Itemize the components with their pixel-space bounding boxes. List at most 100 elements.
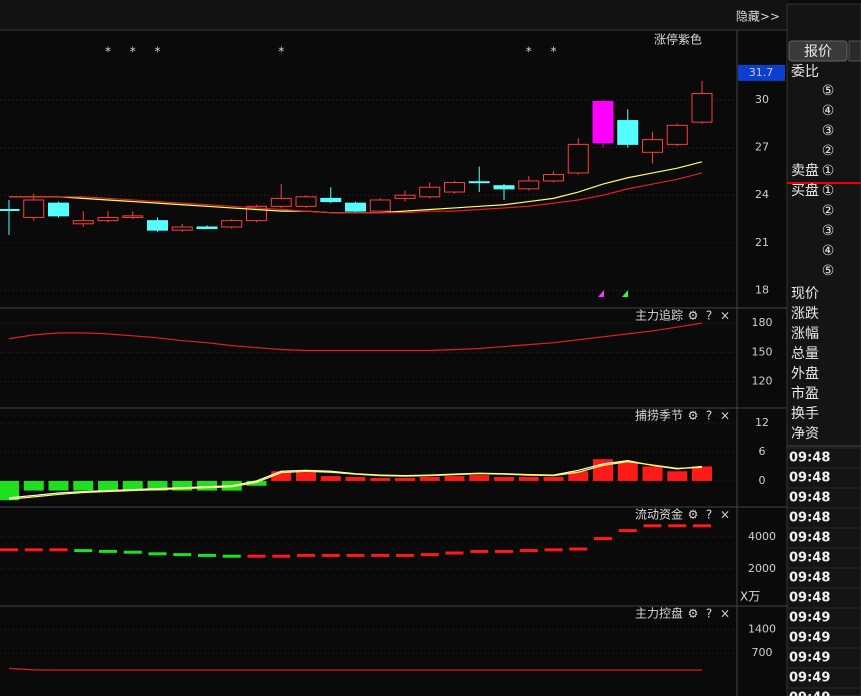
candle-body <box>23 199 45 218</box>
flow-dash <box>297 553 315 557</box>
y-tick-label: 21 <box>755 236 769 249</box>
trade-time: 09:48 <box>789 591 830 606</box>
flow-dash <box>272 554 291 558</box>
panel-control[interactable]: × <box>720 409 730 423</box>
quote-field: 现价 <box>791 286 819 302</box>
bar <box>23 480 44 491</box>
flow-dash <box>495 549 513 553</box>
hide-button[interactable]: 隐藏>> <box>736 10 780 24</box>
trade-time: 09:48 <box>789 491 830 506</box>
flow-dash <box>173 553 192 557</box>
flow-dash <box>396 553 414 557</box>
trade-time: 09:49 <box>789 691 830 696</box>
bar <box>543 477 564 481</box>
panel-control[interactable]: ⚙ <box>688 607 699 621</box>
flow-dash <box>470 549 489 553</box>
flow-dash <box>544 548 563 552</box>
y-tick-label: 180 <box>752 316 773 329</box>
sell-level: ① <box>822 163 835 179</box>
panel-title: 主力追踪 <box>635 308 683 323</box>
panel-control[interactable]: ? <box>706 409 712 423</box>
limit-star: * <box>155 45 161 59</box>
bar <box>271 471 292 481</box>
flow-dash <box>0 548 18 552</box>
bar <box>692 466 712 481</box>
quote-field: 市盈 <box>791 385 819 402</box>
flow-dash <box>668 524 687 528</box>
buy-level: ③ <box>822 223 835 239</box>
panel-title: 流动资金 <box>635 507 683 522</box>
flow-dash <box>594 537 612 541</box>
quote-tab[interactable] <box>788 40 848 62</box>
quote-field: 总量 <box>791 346 819 362</box>
y-tick-label: 30 <box>755 93 769 106</box>
limit-star: * <box>551 45 557 59</box>
panel-control[interactable]: ? <box>706 309 712 323</box>
quote-field: 外盘 <box>791 365 819 382</box>
panel-control[interactable]: × <box>720 309 730 323</box>
limit-star: * <box>105 45 111 59</box>
y-tick-label: 27 <box>755 141 769 154</box>
flow-dash <box>123 550 142 554</box>
bar <box>172 480 193 491</box>
bar <box>419 477 440 481</box>
bar <box>48 480 69 491</box>
trade-time: 09:48 <box>789 471 830 486</box>
y-tick-label: 4000 <box>748 530 776 543</box>
bar <box>518 477 539 481</box>
sell-label: 卖盘 <box>791 162 819 179</box>
panel-control[interactable]: × <box>720 607 730 621</box>
panel-control[interactable]: ? <box>706 508 712 522</box>
limit-star: * <box>130 45 136 59</box>
indicator-line <box>8 667 702 671</box>
panel-control[interactable]: ⚙ <box>688 409 699 423</box>
sell-level: ② <box>822 143 835 159</box>
y-tick-label: 0 <box>759 474 766 487</box>
bar <box>444 476 465 481</box>
trade-time: 09:48 <box>789 511 830 526</box>
candle-body <box>468 181 490 184</box>
indicator-line <box>8 322 703 352</box>
bar <box>395 478 415 481</box>
candle-body <box>122 215 144 218</box>
panel-control[interactable]: ⚙ <box>688 309 699 323</box>
panel-control[interactable]: ? <box>706 607 712 621</box>
y-tick-label: 24 <box>755 188 769 201</box>
quote-field: 净资 <box>791 426 819 442</box>
flow-dash <box>247 554 266 558</box>
buy-level: ① <box>822 183 835 199</box>
flow-dash <box>693 524 711 528</box>
candle-body <box>444 182 465 193</box>
trade-time: 09:48 <box>789 551 830 566</box>
bar <box>617 461 638 481</box>
candle-body <box>221 220 243 228</box>
bar <box>568 471 589 481</box>
flow-dash <box>519 549 538 553</box>
flow-dash <box>148 552 167 556</box>
flow-dash <box>569 547 588 551</box>
trade-time: 09:48 <box>789 531 830 546</box>
candle-body <box>369 199 391 212</box>
bar <box>197 480 217 491</box>
panel-control[interactable]: ⚙ <box>688 508 699 522</box>
candle-body <box>493 185 515 190</box>
flow-dash <box>618 529 637 533</box>
y-tick-label: 18 <box>755 284 769 297</box>
bar <box>98 480 118 491</box>
flow-dash <box>74 549 93 553</box>
trade-time: 09:49 <box>789 651 830 666</box>
panel-control[interactable]: × <box>720 508 730 522</box>
y-tick-label: 1400 <box>748 623 776 636</box>
flow-dash <box>643 524 662 528</box>
buy-label: 买盘 <box>791 182 819 199</box>
y-tick-label: 6 <box>759 445 766 458</box>
bar <box>370 478 391 481</box>
indicator-line <box>8 460 703 500</box>
candle-body <box>0 209 20 212</box>
trade-time: 09:49 <box>789 631 830 646</box>
bar <box>122 480 143 491</box>
quote-tab-label[interactable]: 报价 <box>804 44 832 60</box>
flow-dash <box>198 553 216 557</box>
candle-body <box>97 216 119 222</box>
quote-panel <box>786 3 861 696</box>
